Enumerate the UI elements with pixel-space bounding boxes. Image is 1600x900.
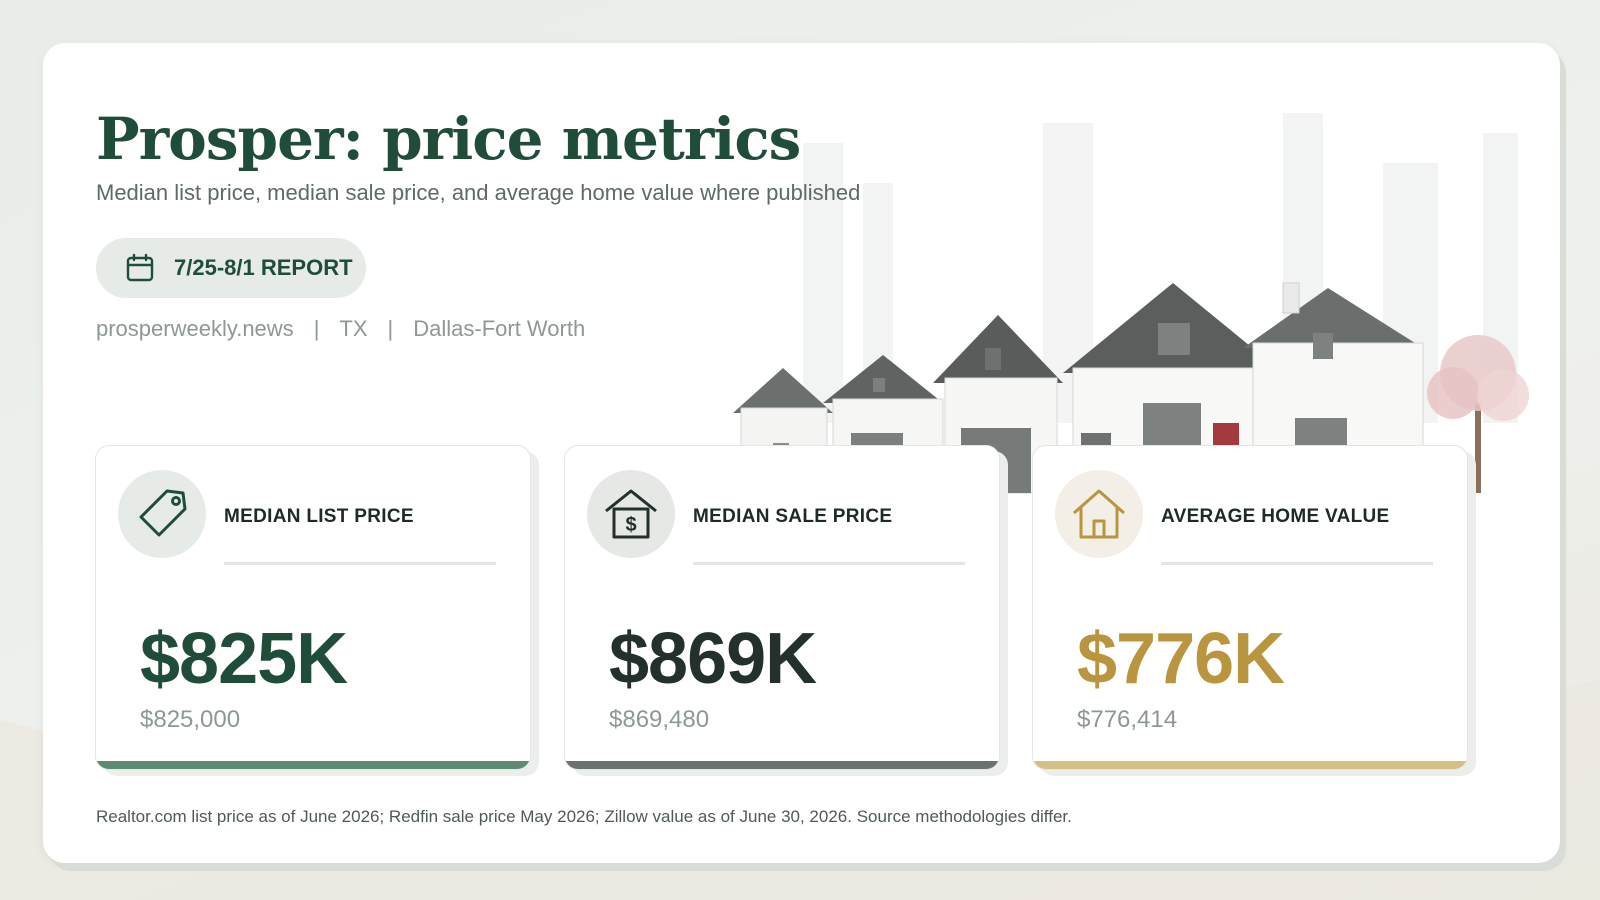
source-separator: | [313,316,320,341]
calendar-icon [126,253,154,282]
metric-exact-value: $869,480 [609,706,710,733]
source-state: TX [339,316,368,341]
house-icon [1073,489,1125,539]
metric-card-median-sale-price: $ MEDIAN SALE PRICE $869K $869,480 [564,445,1000,770]
metric-icon-circle: $ [587,470,675,558]
metric-card-median-list-price: MEDIAN LIST PRICE $825K $825,000 [95,445,531,770]
metric-divider [693,562,965,565]
metric-exact-value: $825,000 [140,706,241,733]
house-illustration [733,113,1529,503]
metric-accent-bar [565,761,999,769]
source-site: prosperweekly.news [96,316,294,341]
report-badge: 7/25-8/1 REPORT [96,238,366,298]
metric-exact-value: $776,414 [1077,706,1178,733]
metric-value: $825K [140,619,348,699]
main-card: Prosper: price metrics Median list price… [43,43,1560,863]
source-region: Dallas-Fort Worth [413,316,586,341]
metric-card-average-home-value: AVERAGE HOME VALUE $776K $776,414 [1032,445,1468,770]
metric-label: MEDIAN SALE PRICE [693,506,893,527]
metric-value: $869K [609,619,817,699]
metric-accent-bar [96,761,530,769]
metric-divider [224,562,496,565]
price-tag-icon [139,489,187,537]
source-line: prosperweekly.news | TX | Dallas-Fort Wo… [96,316,585,342]
metric-label: AVERAGE HOME VALUE [1161,506,1390,527]
metric-icon-circle [118,470,206,558]
metric-label: MEDIAN LIST PRICE [224,506,414,527]
page-subtitle: Median list price, median sale price, an… [96,180,861,205]
house-dollar-icon: $ [605,489,657,539]
metric-icon-circle [1055,470,1143,558]
metric-value: $776K [1077,619,1285,699]
source-separator: | [387,316,394,341]
footnote: Realtor.com list price as of June 2026; … [96,807,1072,826]
metric-divider [1161,562,1433,565]
svg-text:$: $ [625,514,636,536]
metric-accent-bar [1033,761,1467,769]
page-title: Prosper: price metrics [96,105,801,173]
report-label: 7/25-8/1 REPORT [174,255,353,280]
